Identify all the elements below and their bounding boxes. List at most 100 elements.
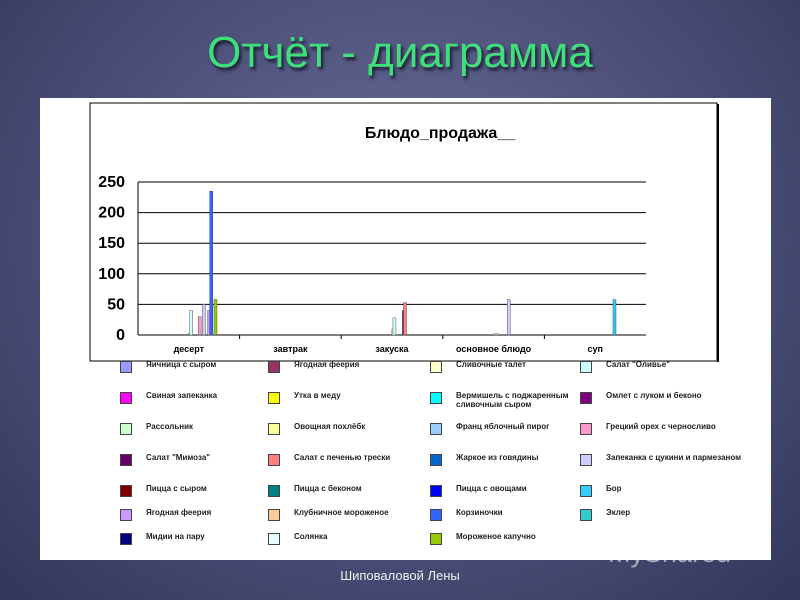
x-tick-label: десерт (174, 344, 205, 354)
legend-label: Пицца с беконом (294, 484, 362, 493)
x-tick-label: завтрак (273, 344, 308, 354)
legend-swatch (580, 361, 592, 373)
bar (403, 302, 407, 336)
legend-swatch (430, 485, 442, 497)
legend-label: Рассольник (146, 422, 194, 431)
chart-panel: Блюдо_продажа__ 0 50 100 150 200 250 десерт завт… (40, 98, 771, 560)
legend-swatch (268, 509, 280, 521)
legend-swatch (120, 454, 132, 466)
y-tick-label: 200 (98, 205, 125, 222)
legend-item: Эклер (580, 508, 746, 521)
legend-item: Корзиночки (430, 508, 596, 521)
legend-item: Бор (580, 484, 746, 497)
bar (213, 299, 218, 336)
legend-label: Ягодная феерия (146, 508, 212, 517)
legend-label: Франц яблочный пирог (456, 422, 550, 431)
y-tick-label: 0 (116, 327, 125, 344)
y-tick-label: 50 (107, 296, 125, 313)
bar (612, 299, 617, 336)
legend-swatch (430, 423, 442, 435)
legend-swatch (268, 361, 280, 373)
legend-swatch (430, 361, 442, 373)
y-tick-label: 150 (98, 235, 125, 252)
legend-swatch (120, 509, 132, 521)
legend-item: Пицца с сыром (120, 484, 286, 497)
slide-title: Отчёт - диаграмма (207, 28, 593, 77)
legend-label: Пицца с сыром (146, 484, 207, 493)
legend-swatch (580, 509, 592, 521)
legend-item: Жаркое из говядины (430, 453, 596, 466)
legend-item: Франц яблочный пирог (430, 422, 596, 435)
legend-swatch (120, 533, 132, 545)
legend-label: Клубничное мороженое (294, 508, 389, 517)
legend-item: Ягодная феерия (120, 508, 286, 521)
legend-label: Пицца с овощами (456, 484, 527, 493)
legend-item: Мороженое капучно (430, 532, 596, 545)
y-tick-label: 250 (98, 174, 125, 191)
legend-swatch (580, 392, 592, 404)
legend-item: Салат "Мимоза" (120, 453, 286, 466)
legend-swatch (120, 361, 132, 373)
legend-swatch (430, 533, 442, 545)
legend-label: Запеканка с цукини и пармезаном (606, 453, 742, 462)
bar (202, 304, 206, 336)
legend-label: Эклер (606, 508, 631, 517)
legend-label: Грецкий орех с черносливо (606, 422, 716, 431)
legend-swatch (580, 423, 592, 435)
legend-label: Овощная похлёбк (294, 422, 366, 431)
x-tick-label: суп (587, 344, 602, 354)
legend-item: Утка в меду (268, 391, 434, 404)
legend-item: Салат "Оливье" (580, 360, 746, 373)
legend-label: Жаркое из говядины (456, 453, 539, 462)
legend-swatch (120, 485, 132, 497)
legend-item: Свиная запеканка (120, 391, 286, 404)
bar (189, 310, 193, 336)
legend-item: Рассольник (120, 422, 286, 435)
legend-item: Солянка (268, 532, 434, 545)
bar (506, 299, 511, 336)
legend-swatch (430, 454, 442, 466)
legend-item: Мидии на пару (120, 532, 286, 545)
legend-swatch (580, 454, 592, 466)
legend-item: Яичница с сыром (120, 360, 286, 373)
bar (494, 333, 498, 336)
legend-label: Яичница с сыром (146, 360, 217, 369)
bar (197, 316, 202, 336)
legend-label: Мидии на пару (146, 532, 205, 541)
legend-item: Пицца с овощами (430, 484, 596, 497)
legend-swatch (268, 533, 280, 545)
legend-item: Клубничное мороженое (268, 508, 434, 521)
y-tick-label: 100 (98, 266, 125, 283)
legend-swatch (120, 392, 132, 404)
legend-label: Бор (606, 484, 622, 493)
legend-item: Овощная похлёбк (268, 422, 434, 435)
legend-label: Солянка (294, 532, 328, 541)
x-tick-label: закуска (375, 344, 409, 354)
legend-label: Сливочные талет (456, 360, 526, 369)
bar (392, 317, 397, 336)
legend-swatch (430, 509, 442, 521)
legend-label: Салат "Мимоза" (146, 453, 211, 462)
watermark: MyShared (608, 538, 732, 568)
legend-swatch (268, 485, 280, 497)
legend-label: Вермишель с поджаренным сливочным сыром (456, 391, 569, 409)
legend-swatch (268, 392, 280, 404)
legend-swatch (120, 423, 132, 435)
legend-item: Пицца с беконом (268, 484, 434, 497)
legend-swatch (580, 485, 592, 497)
legend-label: Омлет с луком и беконо (606, 391, 702, 400)
legend-label: Корзиночки (456, 508, 503, 517)
legend-label: Утка в меду (294, 391, 341, 400)
legend-label: Салат с печенью трески (294, 453, 391, 462)
legend-swatch (268, 454, 280, 466)
legend-swatch (430, 392, 442, 404)
chart-title: Блюдо_продажа__ (365, 125, 516, 142)
legend-label: Свиная запеканка (146, 391, 218, 400)
footer-author: Шиповаловой Лены (340, 568, 460, 583)
legend-label: Мороженое капучно (456, 532, 536, 541)
legend-swatch (268, 423, 280, 435)
legend-item: Салат с печенью трески (268, 453, 434, 466)
legend-item: Омлет с луком и беконо (580, 391, 746, 404)
x-tick-label: основное блюдо (456, 344, 532, 354)
legend-label: Ягодная феерия (294, 360, 360, 369)
